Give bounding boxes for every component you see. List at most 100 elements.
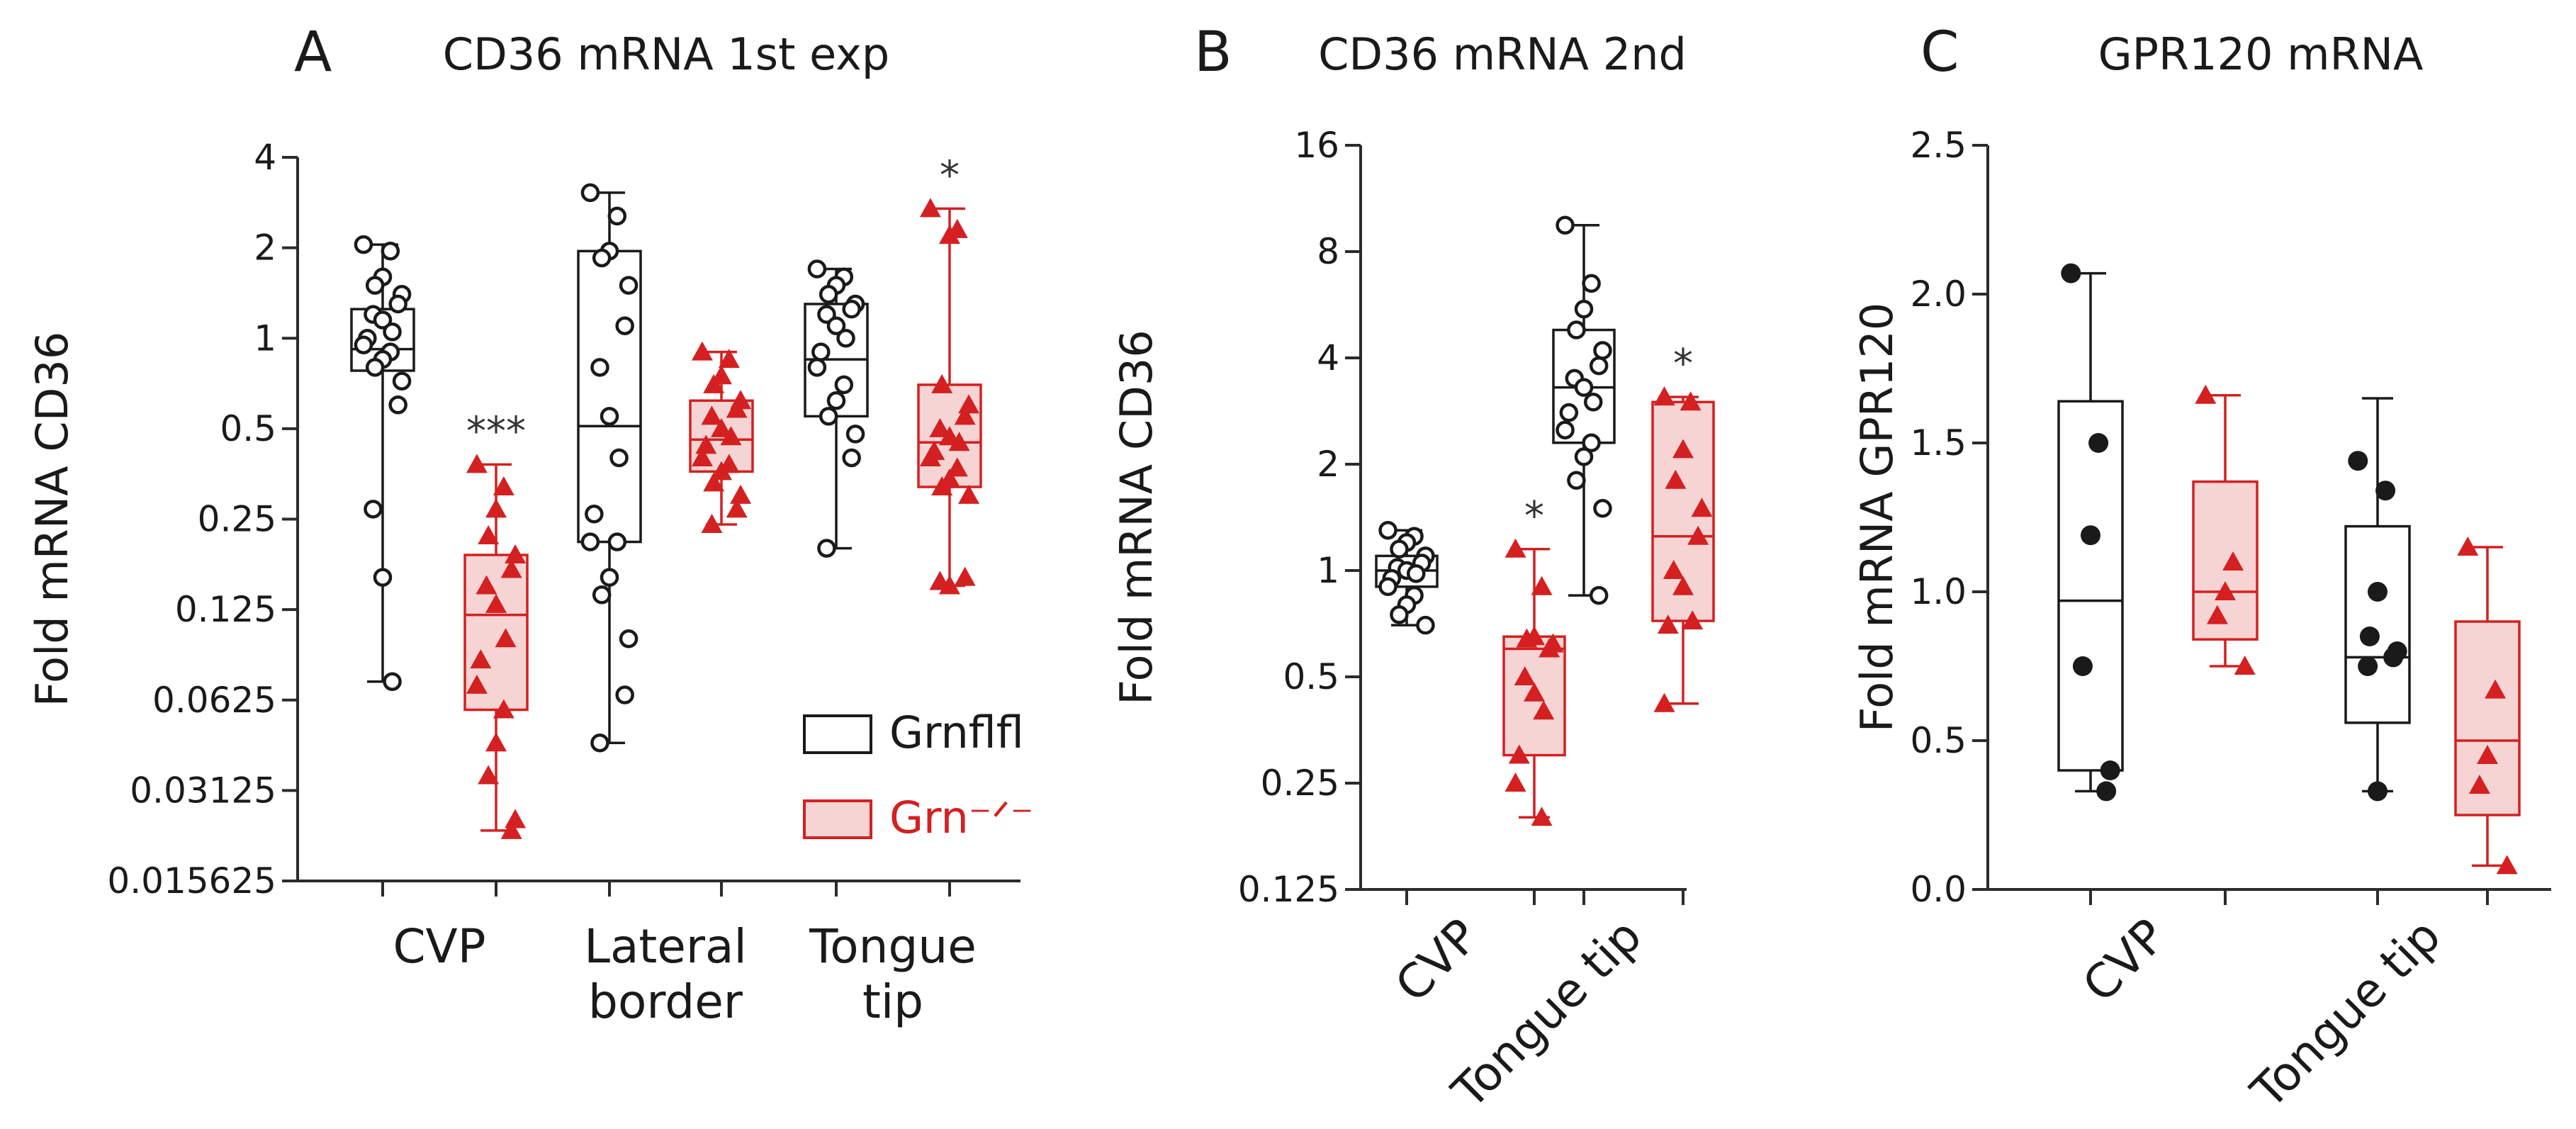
box-iqr xyxy=(2344,524,2411,724)
data-point xyxy=(2496,855,2518,875)
y-tick-label: 0.015625 xyxy=(107,860,276,901)
data-point xyxy=(720,426,742,446)
data-point xyxy=(2457,537,2479,556)
data-point xyxy=(592,585,612,605)
data-point xyxy=(811,342,831,361)
y-tick-label: 1 xyxy=(254,318,276,359)
data-point xyxy=(373,310,393,330)
data-point xyxy=(1672,575,1694,595)
data-point xyxy=(2222,551,2244,571)
y-tick-label: 0.0 xyxy=(1910,869,1967,910)
box-iqr xyxy=(2192,480,2259,641)
data-point xyxy=(1556,420,1575,439)
data-point xyxy=(495,628,517,648)
y-tick-label: 0.03125 xyxy=(130,770,276,811)
data-point xyxy=(388,294,407,314)
panel-a: 0.015625 0.03125 0.0625 0.125 0.25 0.5 1 2 4 Fold… xyxy=(26,137,1020,1029)
data-point xyxy=(845,425,865,444)
data-point xyxy=(1589,356,1609,376)
data-point xyxy=(1567,471,1586,490)
data-point xyxy=(691,341,713,361)
significance-marker: * xyxy=(1524,493,1544,539)
data-point xyxy=(1653,386,1675,406)
data-point xyxy=(373,568,393,587)
data-point xyxy=(2061,263,2081,283)
data-point xyxy=(2477,745,2498,764)
data-point xyxy=(1524,682,1545,702)
data-point xyxy=(726,498,748,518)
data-point xyxy=(730,484,752,504)
data-point xyxy=(1516,628,1538,648)
data-point xyxy=(392,371,412,391)
data-point xyxy=(954,566,976,586)
legend-swatch-grn-ko xyxy=(803,799,872,839)
data-point xyxy=(364,500,383,519)
data-point xyxy=(834,375,854,395)
data-point xyxy=(505,809,527,829)
data-point xyxy=(1682,610,1704,630)
data-point xyxy=(500,819,522,839)
data-point xyxy=(2215,581,2236,600)
box-grnflfl-2 xyxy=(804,259,869,558)
data-point xyxy=(958,484,980,504)
data-point xyxy=(1504,773,1526,792)
box-grn-1: * xyxy=(1651,341,1715,712)
data-point xyxy=(939,225,960,245)
panel-a-title: CD36 mRNA 1st exp xyxy=(443,28,889,80)
data-point xyxy=(1672,439,1694,459)
panel-b-title: CD36 mRNA 2nd xyxy=(1318,28,1687,80)
data-point xyxy=(2368,582,2387,602)
data-point xyxy=(600,407,619,426)
data-point xyxy=(1574,378,1594,397)
data-point xyxy=(1574,447,1594,466)
data-point xyxy=(931,476,953,496)
data-point xyxy=(2096,781,2117,802)
data-point xyxy=(478,525,500,545)
data-point xyxy=(1533,700,1555,720)
data-point xyxy=(2383,647,2404,668)
data-point xyxy=(1514,666,1536,685)
y-tick-label: 2 xyxy=(1317,444,1339,485)
data-point xyxy=(842,448,861,468)
x-category-label: border xyxy=(588,974,743,1029)
y-axis-title: Fold mRNA CD36 xyxy=(1110,330,1162,705)
data-point xyxy=(691,446,713,466)
x-category-label: Tongue tip xyxy=(2240,909,2451,1120)
significance-marker: * xyxy=(940,152,960,198)
y-tick-label: 2 xyxy=(254,228,276,269)
data-point xyxy=(819,285,838,304)
data-point xyxy=(1378,577,1397,597)
data-point xyxy=(939,575,960,595)
data-point xyxy=(817,539,836,558)
box-iqr xyxy=(2454,620,2521,816)
data-point xyxy=(485,732,507,752)
data-point xyxy=(954,405,976,425)
data-point xyxy=(1378,520,1397,540)
y-tick-label: 16 xyxy=(1294,125,1339,166)
data-point xyxy=(1390,605,1409,624)
y-tick-label: 4 xyxy=(1317,337,1339,378)
data-point xyxy=(1531,575,1553,595)
data-point xyxy=(2358,656,2378,676)
x-category-label: CVP xyxy=(393,919,485,974)
data-point xyxy=(354,235,373,254)
box-grnflfl-1 xyxy=(1552,215,1616,605)
data-point xyxy=(726,398,748,418)
panel-c-title: GPR120 mRNA xyxy=(2098,28,2424,80)
data-point xyxy=(1556,215,1575,235)
data-point xyxy=(919,198,941,218)
box-grn-2: * xyxy=(917,152,982,595)
y-tick-label: 1 xyxy=(1317,550,1339,591)
data-point xyxy=(493,476,514,496)
data-point xyxy=(619,276,639,295)
data-point xyxy=(826,391,846,410)
data-point xyxy=(2081,525,2100,546)
data-point xyxy=(1680,391,1702,411)
y-tick-label: 0.25 xyxy=(198,499,276,540)
y-tick-label: 1.5 xyxy=(1910,422,1967,464)
data-point xyxy=(929,417,951,437)
data-point xyxy=(609,448,629,468)
data-point xyxy=(695,434,717,454)
data-point xyxy=(2348,451,2368,471)
